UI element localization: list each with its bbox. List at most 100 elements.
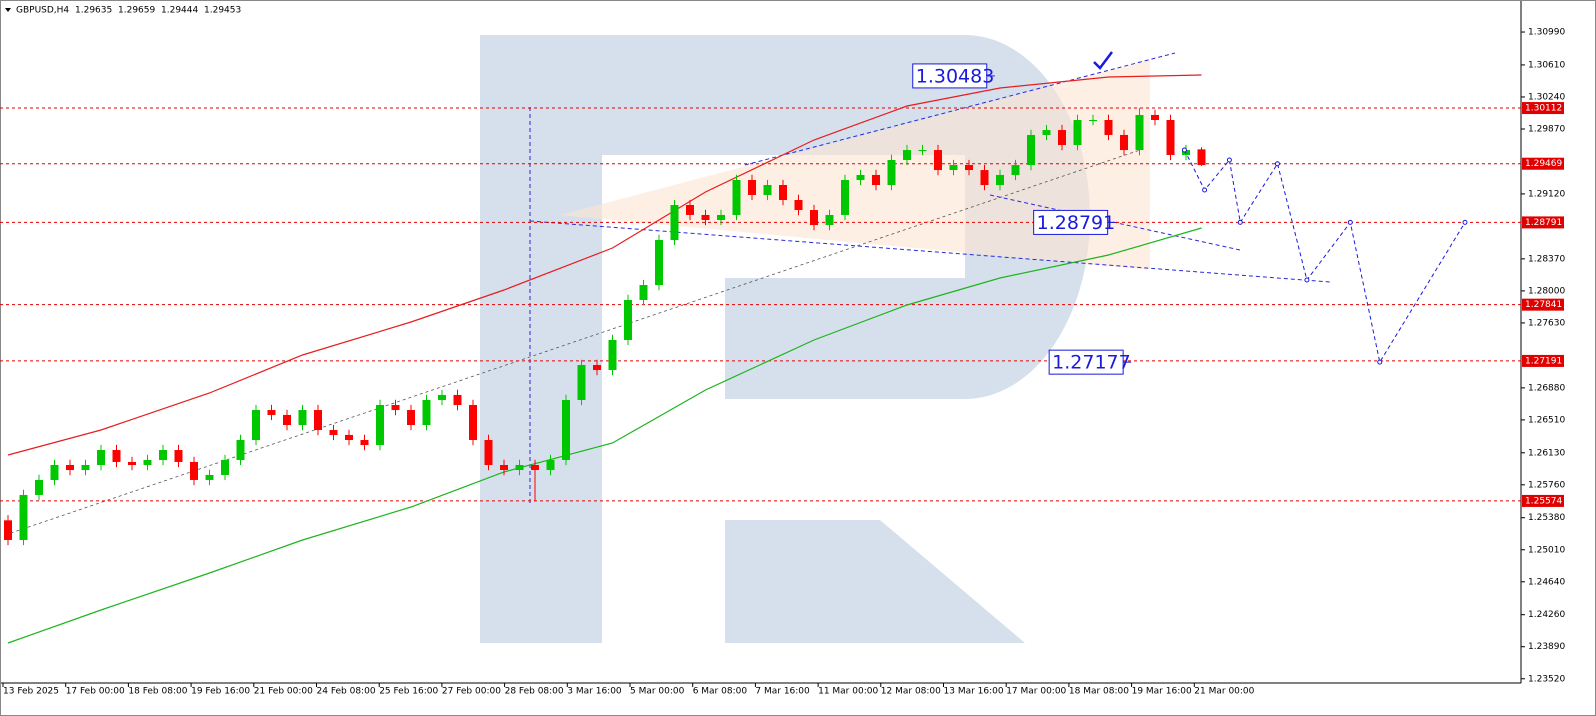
candle-body — [1166, 119, 1175, 155]
candle-body — [577, 365, 586, 400]
candle-body — [887, 159, 896, 186]
x-tick-label: 11 Mar 00:00 — [818, 687, 878, 697]
level-label: 1.28791 — [1525, 218, 1562, 228]
candle-body — [329, 430, 338, 435]
candle-body — [50, 465, 59, 480]
y-tick-label: 1.23890 — [1528, 642, 1565, 652]
annotation-label: 1.28791 — [1037, 212, 1116, 234]
candle-body — [112, 450, 121, 462]
candle-body — [996, 174, 1004, 186]
y-tick-label: 1.29120 — [1528, 189, 1565, 199]
x-tick-label: 19 Mar 16:00 — [1132, 687, 1192, 697]
annotation-label: 1.30483 — [916, 65, 995, 87]
forecast-node — [1226, 157, 1232, 163]
y-tick-label: 1.28000 — [1528, 286, 1565, 296]
candle-body — [500, 465, 508, 471]
x-tick-label: 25 Feb 16:00 — [379, 687, 438, 697]
x-tick-label: 13 Mar 16:00 — [944, 687, 1004, 697]
candle-body — [453, 394, 462, 406]
x-tick-label: 17 Feb 00:00 — [66, 687, 125, 697]
candle-body — [763, 185, 772, 195]
candle-body — [949, 165, 958, 171]
x-tick-label: 18 Feb 08:00 — [128, 687, 187, 697]
check-mark — [1093, 51, 1113, 70]
candle-body — [376, 405, 384, 446]
x-tick-label: 19 Feb 16:00 — [191, 687, 250, 697]
candle-body — [360, 439, 369, 446]
candle-body — [190, 461, 198, 480]
moving-average — [7, 227, 1202, 644]
level-label: 1.29469 — [1525, 159, 1562, 169]
candle-body — [484, 439, 493, 466]
y-tick-label: 1.25010 — [1528, 545, 1565, 555]
level-label: 1.27841 — [1525, 300, 1562, 310]
candle-body — [128, 461, 136, 466]
candle-body — [701, 214, 710, 220]
y-tick-label: 1.24260 — [1528, 610, 1565, 620]
y-tick-label: 1.26510 — [1528, 415, 1565, 425]
symbol: GBPUSD,H4 — [16, 6, 69, 16]
annotation-label: 1.27177 — [1052, 352, 1131, 374]
candle-body — [469, 405, 477, 440]
candle-body — [856, 174, 865, 180]
ohlc-value: 1.29444 — [161, 6, 198, 16]
candle-body — [934, 150, 942, 171]
candle-body — [608, 339, 617, 371]
candle-body — [1135, 114, 1144, 151]
x-tick-label: 28 Feb 08:00 — [505, 687, 564, 697]
candle-body — [903, 150, 911, 160]
candle-body — [221, 459, 229, 475]
candle-body — [593, 365, 601, 371]
candle-body — [66, 465, 74, 471]
y-tick-label: 1.26130 — [1528, 448, 1565, 458]
x-tick-label: 7 Mar 16:00 — [755, 687, 810, 697]
candle-body — [1151, 114, 1159, 120]
candle-body — [1197, 149, 1206, 166]
candle-body — [670, 205, 679, 240]
candle-body — [267, 410, 276, 415]
forecast-node — [1274, 161, 1280, 167]
forecast-node — [1377, 359, 1383, 365]
candle-body — [841, 179, 849, 215]
logo-r-bowl — [480, 35, 1090, 643]
level-badge — [1522, 216, 1564, 229]
forecast-node — [1202, 187, 1208, 193]
y-tick-label: 1.25380 — [1528, 513, 1565, 523]
x-tick-label: 12 Mar 08:00 — [881, 687, 941, 697]
x-tick-label: 27 Feb 00:00 — [442, 687, 501, 697]
ohlc-value: 1.29453 — [204, 6, 241, 16]
x-tick-label: 17 Mar 00:00 — [1006, 687, 1066, 697]
candle-body — [1089, 119, 1097, 121]
forecast-node — [1237, 219, 1243, 225]
candle-body — [205, 474, 214, 480]
candle-body — [174, 450, 183, 462]
candle-body — [252, 410, 260, 440]
x-tick-label: 21 Mar 00:00 — [1194, 687, 1254, 697]
candle-body — [624, 299, 632, 340]
candle-body — [639, 285, 648, 300]
candle-body — [531, 465, 539, 471]
x-tick-label: 21 Feb 00:00 — [254, 687, 313, 697]
candle-body — [407, 410, 415, 426]
x-tick-label: 18 Mar 08:00 — [1069, 687, 1129, 697]
candle-body — [1027, 134, 1035, 166]
candle-body — [810, 210, 818, 226]
candle-body — [825, 214, 834, 226]
forecast-path — [1184, 149, 1466, 364]
level-badge — [1522, 354, 1564, 367]
candle-body — [748, 179, 756, 195]
level-label: 1.30112 — [1525, 104, 1562, 114]
y-tick-label: 1.30240 — [1528, 92, 1565, 102]
candle-body — [236, 439, 245, 460]
y-tick-label: 1.29870 — [1528, 124, 1565, 134]
level-label: 1.27191 — [1525, 356, 1562, 366]
candle-body — [732, 179, 741, 215]
x-tick-label: 3 Mar 16:00 — [567, 687, 622, 697]
candle-body — [980, 170, 989, 186]
logo — [480, 35, 1090, 643]
x-tick-label: 24 Feb 08:00 — [317, 687, 376, 697]
forecast-node — [1462, 219, 1468, 225]
candle-body — [422, 399, 431, 426]
candle-body — [1058, 130, 1066, 146]
